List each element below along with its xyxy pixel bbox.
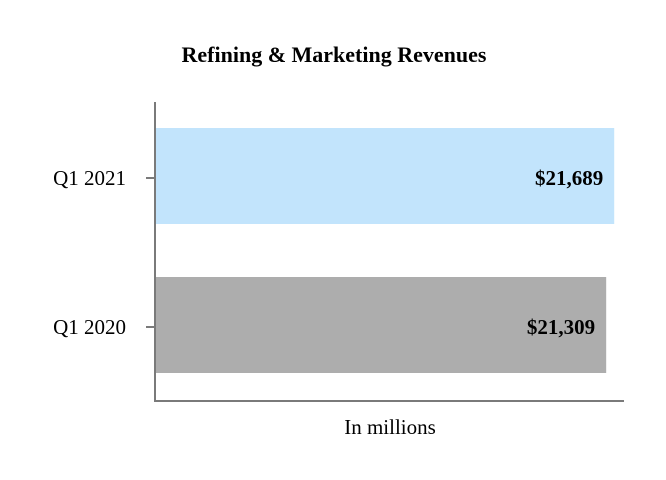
y-tick-label: Q1 2021 (53, 166, 126, 190)
bars-group: Q1 2021 $21,689 Q1 2020 $21,309 (53, 128, 615, 373)
x-axis-title: In millions (344, 415, 436, 439)
bar-q1-2020 (156, 277, 607, 373)
chart-title: Refining & Marketing Revenues (182, 42, 487, 67)
bar-q1-2021 (156, 128, 615, 224)
y-tick-label: Q1 2020 (53, 315, 126, 339)
bar-value-label: $21,689 (535, 166, 603, 190)
bar-value-label: $21,309 (527, 315, 595, 339)
